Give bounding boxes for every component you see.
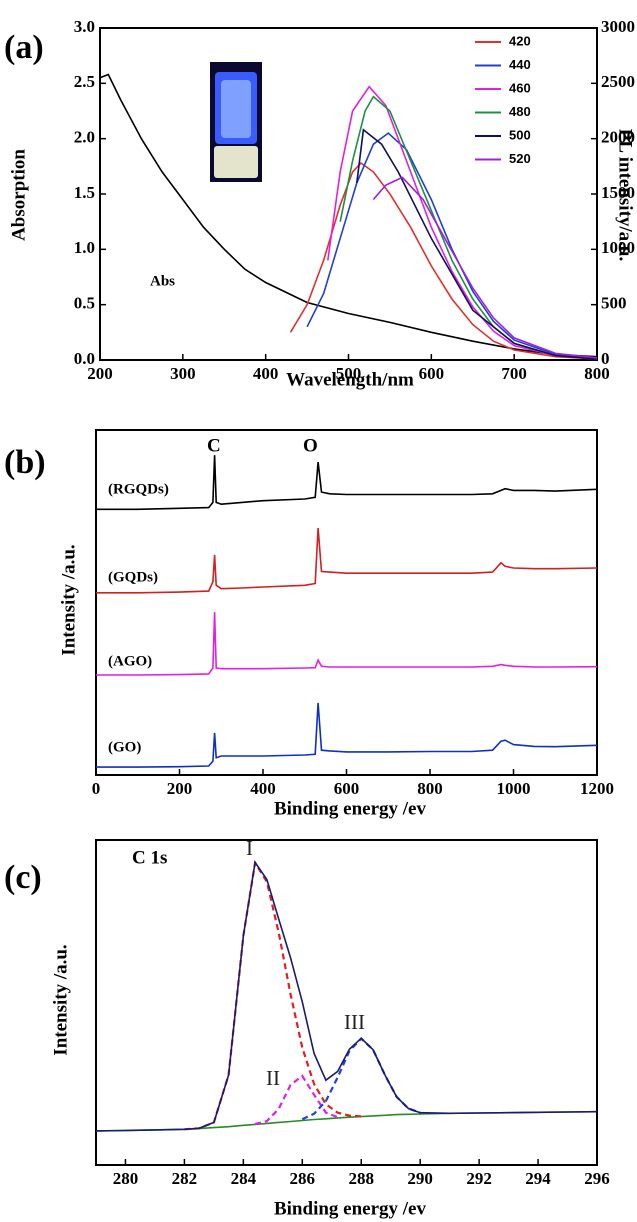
x-tick-label: 290 bbox=[407, 1169, 433, 1188]
legend-label: 500 bbox=[509, 127, 531, 142]
x-tick-label: 600 bbox=[419, 364, 445, 383]
legend-label: 480 bbox=[509, 104, 531, 119]
series-line bbox=[372, 176, 598, 359]
series-line bbox=[306, 132, 598, 360]
x-tick-label: 800 bbox=[584, 364, 610, 383]
series-label: I bbox=[246, 836, 253, 860]
inset-photo bbox=[210, 62, 262, 182]
series-line bbox=[96, 612, 598, 676]
x-tick-label: 400 bbox=[250, 779, 276, 798]
peak-annotation: O bbox=[303, 435, 318, 456]
x-tick-label: 1000 bbox=[497, 779, 531, 798]
x-axis-label: Binding energy /ev bbox=[274, 1198, 427, 1219]
legend-label: 520 bbox=[509, 151, 531, 166]
series-label: (GQDs) bbox=[108, 569, 158, 585]
x-tick-label: 200 bbox=[87, 364, 113, 383]
y2-tick-label: 2500 bbox=[601, 72, 635, 91]
panel-label: (a) bbox=[4, 29, 44, 66]
x-tick-label: 294 bbox=[525, 1169, 551, 1188]
x-tick-label: 280 bbox=[113, 1169, 139, 1188]
x-tick-label: 600 bbox=[334, 779, 360, 798]
y2-tick-label: 3000 bbox=[601, 17, 635, 36]
x-tick-label: 400 bbox=[253, 364, 279, 383]
x-tick-label: 288 bbox=[348, 1169, 374, 1188]
y2-tick-label: 1000 bbox=[601, 238, 635, 257]
series-line bbox=[95, 860, 598, 1132]
y2-tick-label: 500 bbox=[601, 294, 627, 313]
x-tick-label: 700 bbox=[501, 364, 527, 383]
annotation: C 1s bbox=[132, 847, 167, 868]
legend-label: 440 bbox=[509, 57, 531, 72]
plot-frame bbox=[95, 839, 598, 1166]
series-label: (GO) bbox=[108, 739, 141, 755]
panel-label: (b) bbox=[4, 444, 46, 481]
plot-frame bbox=[95, 429, 598, 776]
series-line bbox=[327, 85, 598, 360]
y-tick-label: 1.5 bbox=[74, 183, 95, 202]
series-line bbox=[96, 702, 598, 768]
x-tick-label: 0 bbox=[92, 779, 101, 798]
x-tick-label: 282 bbox=[172, 1169, 198, 1188]
y-tick-label: 1.0 bbox=[74, 238, 95, 257]
series-label: (AGO) bbox=[108, 653, 152, 669]
y-tick-label: 2.0 bbox=[74, 128, 95, 147]
x-tick-label: 200 bbox=[167, 779, 193, 798]
x-tick-label: 292 bbox=[466, 1169, 492, 1188]
y2-tick-label: 2000 bbox=[601, 128, 635, 147]
y-axis-label: Absorption bbox=[8, 149, 29, 241]
x-tick-label: 284 bbox=[231, 1169, 257, 1188]
y2-tick-label: 0 bbox=[601, 349, 610, 368]
inset-glow-core bbox=[221, 80, 251, 138]
y-tick-label: 0.5 bbox=[74, 294, 95, 313]
y-axis-label: Intensity /a.u. bbox=[50, 944, 71, 1055]
series-label: (RGQDs) bbox=[108, 481, 169, 497]
y-axis-label: Intensity /a.u. bbox=[58, 544, 79, 655]
x-tick-label: 300 bbox=[170, 364, 196, 383]
panel-label: (c) bbox=[4, 859, 42, 896]
series-line bbox=[301, 1037, 421, 1121]
x-axis-label: Wavelength/nm bbox=[286, 369, 414, 390]
y2-tick-label: 1500 bbox=[601, 183, 635, 202]
x-tick-label: 286 bbox=[290, 1169, 316, 1188]
y-tick-label: 3.0 bbox=[74, 17, 95, 36]
peak-annotation: C bbox=[207, 435, 221, 456]
x-axis-label: Binding energy /ev bbox=[274, 798, 427, 819]
series-label: II bbox=[266, 1066, 280, 1090]
series-label: Abs bbox=[150, 273, 175, 289]
y-tick-label: 2.5 bbox=[74, 72, 95, 91]
x-tick-label: 500 bbox=[336, 364, 362, 383]
series-line bbox=[96, 527, 598, 594]
y-tick-label: 0.0 bbox=[74, 349, 95, 368]
legend-label: 420 bbox=[509, 33, 531, 48]
series-line bbox=[356, 128, 598, 360]
series-label: III bbox=[344, 1010, 365, 1034]
series-line bbox=[96, 455, 598, 511]
inset-solid bbox=[214, 146, 258, 178]
series-line bbox=[254, 1074, 339, 1126]
x-tick-label: 1200 bbox=[580, 779, 614, 798]
x-tick-label: 800 bbox=[417, 779, 443, 798]
y2-axis-label: PL intensity/a.u. bbox=[615, 129, 636, 262]
legend-label: 460 bbox=[509, 80, 531, 95]
series-line bbox=[99, 73, 598, 358]
plot-frame bbox=[99, 27, 598, 361]
x-tick-label: 296 bbox=[584, 1169, 610, 1188]
